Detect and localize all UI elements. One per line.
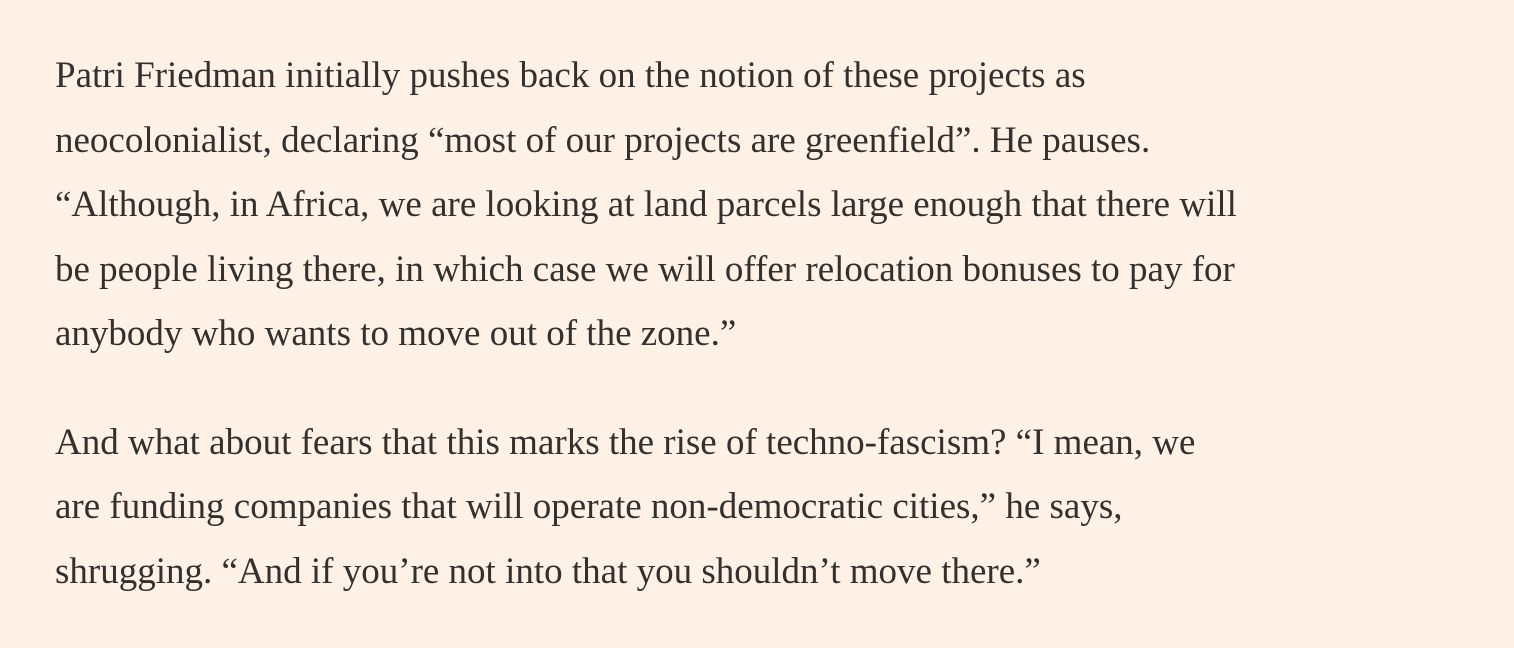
text-line: “Although, in Africa, we are looking at … xyxy=(55,184,1237,225)
text-line: are funding companies that will operate … xyxy=(55,486,1123,527)
text-line: neocolonialist, declaring “most of our p… xyxy=(55,119,1151,161)
paragraph: And what about fears that this marks the… xyxy=(55,411,1495,605)
text-line: And what about fears that this marks the… xyxy=(55,421,1196,463)
text-line: Patri Friedman initially pushes back on … xyxy=(55,55,1086,96)
text-line: anybody who wants to move out of the zon… xyxy=(55,313,737,354)
text-line: shrugging. “And if you’re not into that … xyxy=(55,550,1041,592)
paragraph: Patri Friedman initially pushes back on … xyxy=(55,44,1495,367)
article-body: Patri Friedman initially pushes back on … xyxy=(55,44,1495,648)
text-line: be people living there, in which case we… xyxy=(55,248,1235,290)
